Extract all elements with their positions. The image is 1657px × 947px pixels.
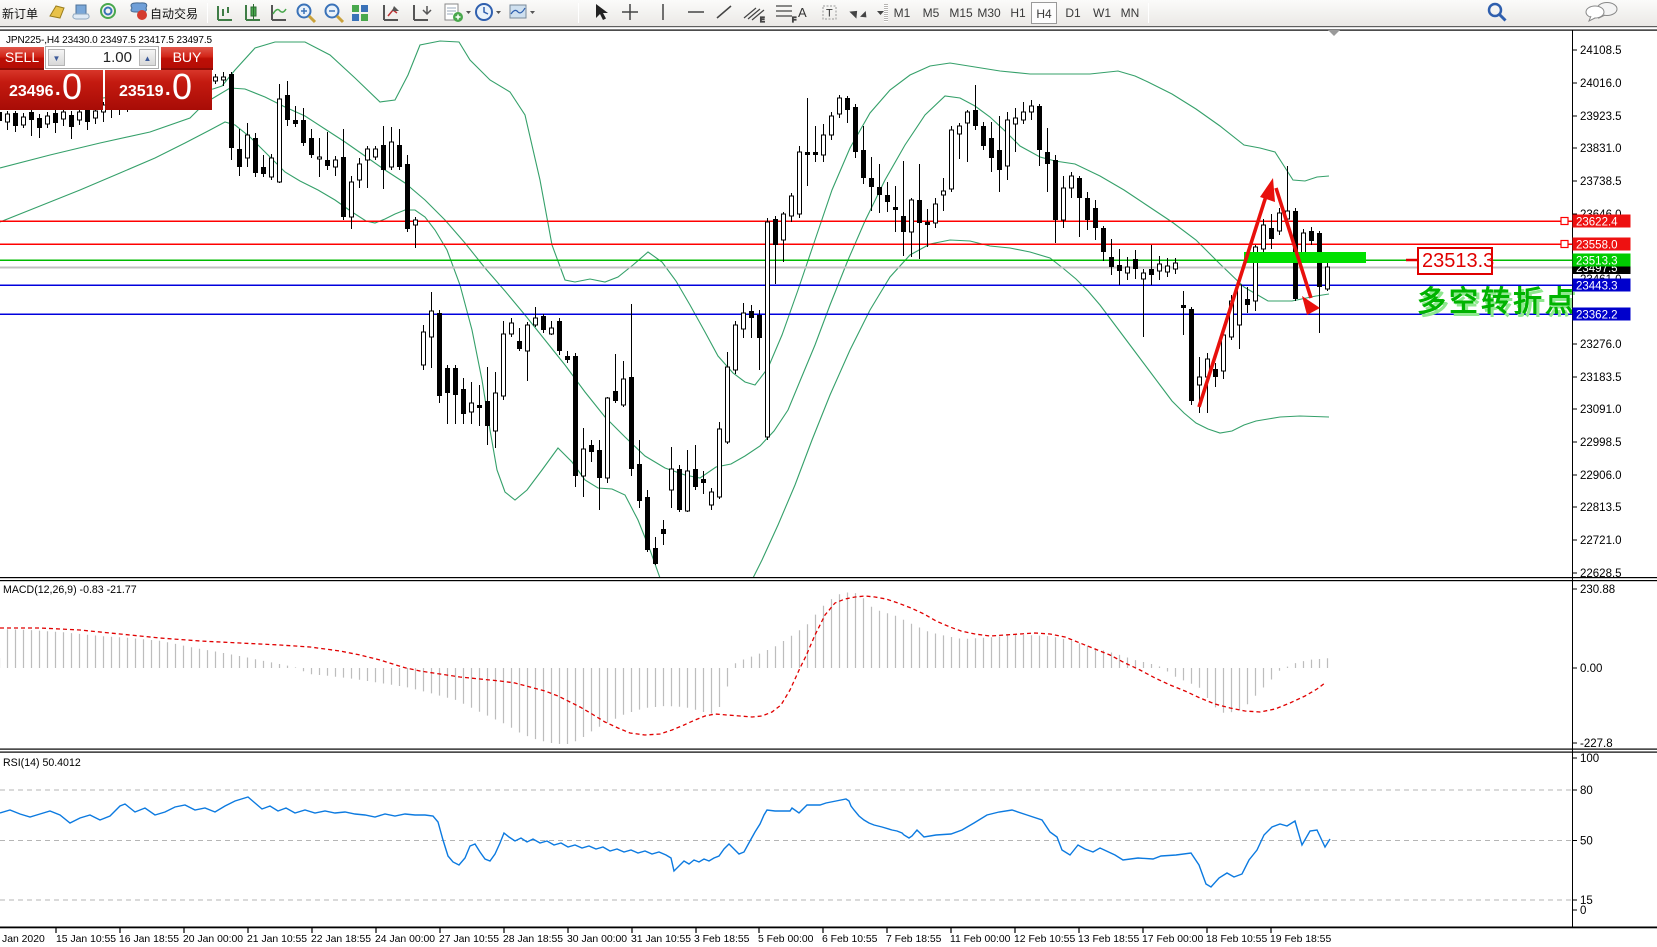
svg-text:230.88: 230.88 bbox=[1580, 584, 1615, 596]
svg-text:19 Feb 18:55: 19 Feb 18:55 bbox=[1270, 934, 1331, 945]
svg-text:RSI(14) 50.4012: RSI(14) 50.4012 bbox=[3, 757, 81, 769]
svg-text:F: F bbox=[792, 17, 796, 24]
svg-text:23513.3: 23513.3 bbox=[1422, 250, 1494, 272]
svg-text:23831.0: 23831.0 bbox=[1580, 143, 1622, 155]
svg-text:24108.5: 24108.5 bbox=[1580, 45, 1622, 57]
svg-text:多空转折点: 多空转折点 bbox=[1420, 287, 1580, 321]
svg-text:17 Feb 00:00: 17 Feb 00:00 bbox=[1142, 934, 1203, 945]
svg-text:3 Feb 18:55: 3 Feb 18:55 bbox=[694, 934, 750, 945]
svg-text:18 Feb 10:55: 18 Feb 10:55 bbox=[1206, 934, 1267, 945]
svg-text:27 Jan 10:55: 27 Jan 10:55 bbox=[439, 934, 499, 945]
svg-text:15: 15 bbox=[1580, 895, 1593, 907]
svg-text:22 Jan 18:55: 22 Jan 18:55 bbox=[311, 934, 371, 945]
svg-text:0.00: 0.00 bbox=[1580, 663, 1602, 675]
svg-text:多空转折点: 多空转折点 bbox=[1417, 284, 1577, 318]
svg-text:24016.0: 24016.0 bbox=[1580, 78, 1622, 90]
svg-text:22906.0: 22906.0 bbox=[1580, 470, 1622, 482]
svg-text:T: T bbox=[826, 8, 833, 20]
svg-text:22998.5: 22998.5 bbox=[1580, 437, 1622, 449]
svg-text:16 Jan 18:55: 16 Jan 18:55 bbox=[119, 934, 179, 945]
svg-text:23558.0: 23558.0 bbox=[1576, 240, 1618, 252]
svg-text:22813.5: 22813.5 bbox=[1580, 502, 1622, 514]
svg-text:11 Feb 00:00: 11 Feb 00:00 bbox=[950, 934, 1011, 945]
svg-text:A: A bbox=[798, 5, 807, 20]
svg-text:21 Jan 10:55: 21 Jan 10:55 bbox=[247, 934, 307, 945]
svg-text:100: 100 bbox=[1580, 753, 1599, 765]
svg-text:13 Feb 18:55: 13 Feb 18:55 bbox=[1078, 934, 1139, 945]
svg-text:6 Feb 10:55: 6 Feb 10:55 bbox=[822, 934, 878, 945]
svg-text:23091.0: 23091.0 bbox=[1580, 404, 1622, 416]
svg-text:5 Feb 00:00: 5 Feb 00:00 bbox=[758, 934, 814, 945]
svg-text:30 Jan 00:00: 30 Jan 00:00 bbox=[567, 934, 627, 945]
svg-text:23923.5: 23923.5 bbox=[1580, 111, 1622, 123]
svg-text:23183.5: 23183.5 bbox=[1580, 372, 1622, 384]
svg-text:15 Jan 10:55: 15 Jan 10:55 bbox=[56, 934, 116, 945]
svg-text:31 Jan 10:55: 31 Jan 10:55 bbox=[631, 934, 691, 945]
svg-text:7 Feb 18:55: 7 Feb 18:55 bbox=[886, 934, 942, 945]
svg-text:23362.2: 23362.2 bbox=[1576, 310, 1618, 322]
svg-text:23738.5: 23738.5 bbox=[1580, 176, 1622, 188]
svg-text:20 Jan 00:00: 20 Jan 00:00 bbox=[183, 934, 243, 945]
svg-text:Jan 2020: Jan 2020 bbox=[2, 934, 45, 945]
svg-text:23443.3: 23443.3 bbox=[1576, 281, 1618, 293]
svg-text:12 Feb 10:55: 12 Feb 10:55 bbox=[1014, 934, 1075, 945]
svg-text:23276.0: 23276.0 bbox=[1580, 339, 1622, 351]
svg-text:JPN225-,H4 23430.0 23497.5 23: JPN225-,H4 23430.0 23497.5 23417.5 23497… bbox=[6, 35, 213, 46]
svg-text:23513.3: 23513.3 bbox=[1576, 256, 1618, 268]
svg-text:24 Jan 00:00: 24 Jan 00:00 bbox=[375, 934, 435, 945]
svg-text:0: 0 bbox=[1580, 905, 1586, 917]
svg-text:28 Jan 18:55: 28 Jan 18:55 bbox=[503, 934, 563, 945]
svg-text:E: E bbox=[760, 17, 765, 24]
svg-text:-227.8: -227.8 bbox=[1580, 738, 1613, 750]
svg-text:50: 50 bbox=[1580, 836, 1593, 848]
svg-text:80: 80 bbox=[1580, 785, 1593, 797]
svg-text:23622.4: 23622.4 bbox=[1576, 217, 1618, 229]
svg-text:22721.0: 22721.0 bbox=[1580, 535, 1622, 547]
svg-text:MACD(12,26,9) -0.83 -21.77: MACD(12,26,9) -0.83 -21.77 bbox=[3, 584, 137, 596]
